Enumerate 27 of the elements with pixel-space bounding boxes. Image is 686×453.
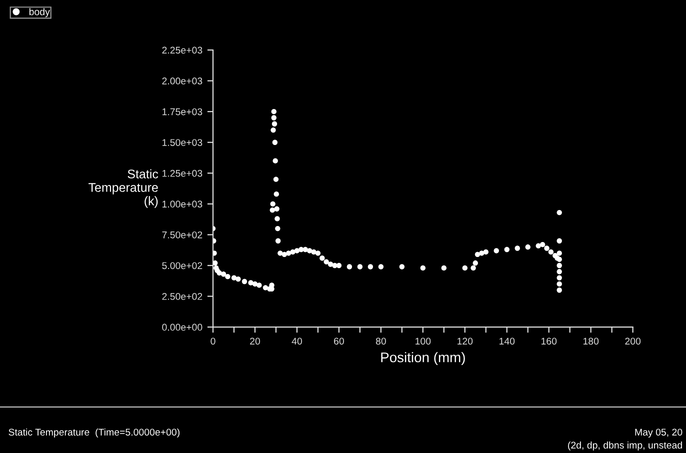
y-tick-label: 1.75e+03: [162, 108, 202, 116]
x-tick-label: 140: [500, 338, 515, 345]
x-tick-label: 200: [625, 338, 641, 345]
text: May 05, 20: [635, 428, 682, 438]
x-tick-label: 160: [542, 338, 557, 345]
text: Static Temperature (Time=5.0000e+00): [8, 428, 180, 438]
y-tick-label: 0.00e+00: [162, 324, 202, 331]
text: (2d, dp, dbns imp, unstead: [568, 441, 682, 451]
y-tick-label: 7.50e+02: [162, 231, 202, 238]
y-tick-label: 5.00e+02: [162, 262, 202, 270]
y-tick-label: 2.00e+03: [162, 78, 202, 84]
x-tick-label: 60: [334, 338, 344, 345]
legend-label: body: [29, 8, 50, 18]
x-tick-label: 0: [210, 338, 216, 345]
y-tick-label: 1.50e+03: [162, 139, 202, 146]
x-tick-label: 120: [458, 338, 473, 345]
x-axis-title: Position (mm): [381, 352, 465, 366]
y-tick-label: 2.50e+02: [162, 293, 202, 300]
y-tick-label: 2.25e+03: [162, 46, 202, 54]
x-tick-label: 80: [376, 338, 386, 345]
y-tick-label: 1.25e+03: [162, 170, 202, 177]
y-axis-title: Static Temperature (k): [88, 169, 158, 208]
y-tick-label: 1.00e+03: [162, 200, 202, 208]
x-tick-label: 20: [250, 338, 260, 345]
x-tick-label: 180: [583, 338, 599, 345]
x-tick-label: 40: [292, 338, 302, 345]
x-tick-label: 100: [416, 338, 431, 345]
